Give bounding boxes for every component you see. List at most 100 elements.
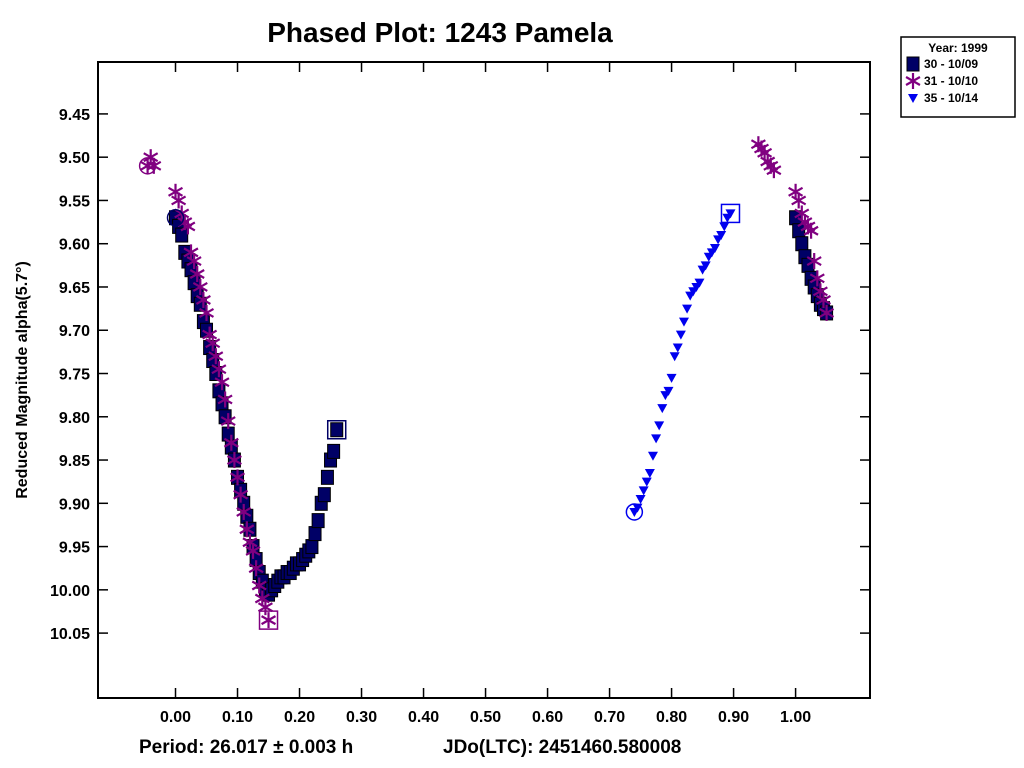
- data-point: [186, 253, 202, 270]
- data-point: [180, 218, 196, 235]
- data-point: [320, 469, 334, 485]
- data-point: [327, 443, 341, 459]
- data-point: [791, 192, 807, 209]
- data-point: [330, 422, 344, 438]
- data-point: [208, 348, 224, 365]
- data-point: [682, 304, 693, 314]
- data-point: [709, 244, 720, 254]
- data-point: [226, 452, 242, 469]
- data-point: [675, 330, 686, 340]
- data-point: [651, 434, 662, 444]
- legend-entry-label: 30 - 10/09: [924, 57, 978, 71]
- data-point: [700, 261, 711, 271]
- data-point: [311, 513, 325, 529]
- legend-marker: [905, 73, 921, 89]
- data-point: [171, 192, 187, 209]
- data-point: [809, 270, 825, 287]
- data-series: [140, 136, 835, 629]
- x-tick-label: 0.50: [470, 709, 501, 726]
- y-axis-ticks: 9.45 9.50 9.55 9.60 9.65 9.70 9.75 9.80 9.85 9.90…: [50, 107, 870, 643]
- data-point: [766, 162, 782, 179]
- x-tick-label: 0.20: [284, 709, 315, 726]
- y-tick-label: 9.50: [59, 150, 90, 167]
- data-point: [663, 386, 674, 396]
- series-1: [140, 136, 835, 629]
- y-tick-label: 9.65: [59, 280, 90, 297]
- series-2: [629, 209, 736, 517]
- data-point: [233, 486, 249, 503]
- data-point: [678, 317, 689, 327]
- y-tick-label: 10.00: [50, 583, 90, 600]
- legend-entry-label: 31 - 10/10: [924, 74, 978, 88]
- data-point: [239, 521, 255, 538]
- data-point: [189, 266, 205, 282]
- data-point: [214, 374, 230, 391]
- y-tick-label: 10.05: [50, 626, 90, 643]
- data-point: [666, 373, 677, 383]
- data-point: [806, 253, 822, 270]
- data-point: [220, 413, 236, 430]
- session-start-marker: [166, 209, 185, 227]
- session-end-marker: [720, 203, 741, 224]
- data-point: [305, 539, 319, 555]
- x-tick-label: 0.70: [594, 709, 625, 726]
- x-tick-label: 0.40: [408, 709, 439, 726]
- data-point: [202, 326, 218, 343]
- data-point: [719, 222, 730, 232]
- data-point: [168, 183, 184, 200]
- plot-frame: [97, 61, 871, 699]
- legend-title: Year: 1999: [928, 41, 988, 55]
- data-point: [217, 391, 233, 408]
- y-axis-label: Reduced Magnitude alpha(5.7°): [14, 261, 31, 499]
- y-tick-label: 9.85: [59, 453, 90, 470]
- legend-entry-label: 35 - 10/14: [924, 91, 978, 105]
- series-0: [169, 210, 834, 602]
- data-point: [205, 335, 221, 352]
- data-point: [694, 278, 705, 288]
- data-point: [794, 205, 810, 222]
- data-point: [815, 291, 832, 308]
- x-tick-label: 0.80: [656, 709, 687, 726]
- legend-marker: [908, 94, 918, 103]
- y-tick-label: 9.60: [59, 237, 90, 254]
- data-point: [725, 209, 736, 219]
- data-point: [795, 236, 809, 252]
- data-point: [819, 304, 835, 321]
- data-point: [788, 183, 804, 200]
- x-axis-ticks: 0.00 0.10 0.20 0.30 0.40 0.50 0.60 0.70 0.80 0.90…: [160, 62, 811, 726]
- data-point: [211, 361, 227, 378]
- data-point: [669, 352, 680, 362]
- data-point: [223, 434, 239, 451]
- y-tick-label: 9.70: [59, 323, 90, 340]
- data-point: [657, 404, 668, 414]
- data-point: [251, 577, 267, 594]
- epoch-label: JDo(LTC): 2451460.580008: [443, 737, 681, 758]
- data-point: [635, 494, 646, 504]
- data-point: [183, 244, 199, 261]
- y-tick-label: 9.45: [59, 107, 90, 124]
- data-point: [140, 157, 156, 174]
- x-tick-label: 1.00: [780, 709, 811, 726]
- data-point: [654, 421, 665, 431]
- data-point: [242, 534, 258, 551]
- special-markers: [138, 157, 741, 630]
- data-point: [248, 560, 264, 577]
- data-point: [261, 612, 277, 629]
- session-start-marker: [138, 157, 157, 175]
- data-point: [317, 487, 331, 503]
- data-point: [257, 599, 273, 616]
- y-tick-label: 9.95: [59, 540, 90, 557]
- data-point: [803, 222, 819, 239]
- legend-box: [900, 36, 1016, 118]
- y-tick-label: 9.80: [59, 410, 90, 427]
- y-tick-label: 9.75: [59, 367, 90, 384]
- data-point: [641, 477, 652, 487]
- x-tick-label: 0.30: [346, 709, 377, 726]
- data-point: [812, 283, 828, 300]
- x-tick-label: 0.10: [222, 709, 253, 726]
- period-label: Period: 26.017 ± 0.003 h: [139, 737, 353, 758]
- legend-marker: [906, 56, 920, 72]
- data-point: [638, 486, 649, 496]
- data-point: [757, 144, 773, 161]
- data-point: [245, 542, 261, 559]
